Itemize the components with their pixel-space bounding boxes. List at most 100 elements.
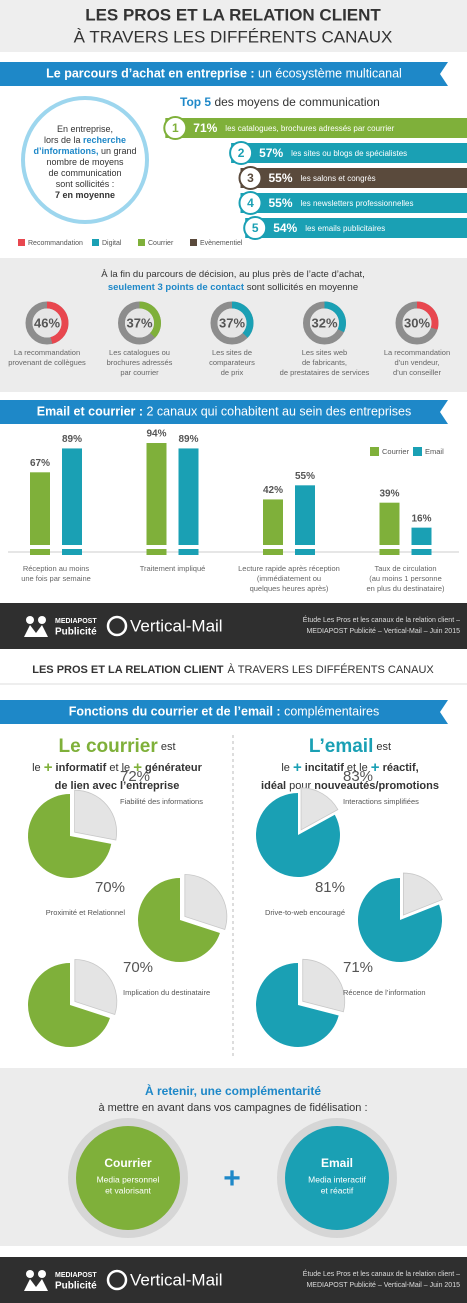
legend-swatch (18, 239, 25, 246)
banner-text: Le parcours d’achat en entreprise : un é… (46, 67, 402, 81)
title: LES PROS ET LA RELATION CLIENT (85, 5, 381, 24)
pie-slice (28, 794, 112, 878)
text-segment: En entreprise, (57, 124, 113, 134)
text-segment: Email et courrier : (37, 405, 143, 419)
text-segment: + (133, 759, 142, 776)
footer-band (0, 603, 467, 649)
pie-rest (402, 872, 443, 916)
text-segment: complémentaires (281, 705, 380, 719)
value-label: 16% (411, 513, 431, 524)
intro-text: seulement 3 points de contact sont solli… (108, 282, 358, 293)
x-tick-label: en plus du destinataire) (367, 584, 445, 593)
pie-caption: Fiabilité des informations (120, 797, 203, 806)
legend-swatch (138, 239, 145, 246)
text-segment: des moyens de communication (211, 95, 380, 109)
text-segment: réactif, (380, 762, 419, 774)
donut-arc (46, 301, 69, 344)
text-segment: LES PROS ET LA RELATION CLIENT (32, 664, 224, 676)
item-label: les catalogues, brochures adressés par c… (225, 124, 394, 133)
text-segment: un grand (98, 146, 136, 156)
text-segment: + (44, 759, 53, 776)
circle-text: lors de la recherche (44, 135, 126, 145)
value-label: 39% (379, 488, 399, 499)
value-label: 89% (178, 434, 198, 445)
text-segment: et le (106, 762, 133, 774)
brand-sub: Publicité (55, 1281, 97, 1292)
donut-center (310, 308, 339, 338)
logo-icon (38, 616, 46, 624)
text-segment: d’informations, (33, 146, 98, 156)
bubble-title: Email (321, 1156, 353, 1170)
donut-caption: de prestataires de services (280, 368, 370, 377)
rank-badge (229, 141, 254, 165)
bar (62, 448, 82, 545)
donut-caption: Les sites web (302, 348, 347, 357)
top5-bar (240, 168, 467, 188)
top5-bar (245, 218, 467, 238)
legend-label: Courrier (382, 447, 410, 456)
pie-caption: Proximité et Relationnel (46, 908, 126, 917)
text-segment: le (32, 762, 44, 774)
text-segment: Le parcours d’achat en entreprise : (46, 67, 254, 81)
bar-foot (411, 549, 432, 555)
value-label: 71% (193, 121, 217, 135)
column-header: le + informatif et le + générateur (32, 759, 202, 776)
pie-slice (357, 878, 442, 963)
retenir-title: À retenir, une complémentarité (145, 1083, 321, 1098)
bubble-text: Media interactif (308, 1174, 366, 1184)
value-label: 55% (269, 196, 293, 210)
donut-arc (231, 301, 254, 338)
donut-arc (324, 301, 346, 333)
logo-icon (106, 1269, 128, 1291)
pie-caption: Interactions simplifiées (343, 797, 419, 806)
pie-caption: Drive-to-web encouragé (265, 908, 345, 917)
bar-foot (62, 549, 82, 555)
pie-caption: Implication du destinataire (123, 988, 210, 997)
source-text: Étude Les Pros et les canaux de la relat… (303, 615, 460, 624)
retenir-text: à mettre en avant dans vos campagnes de … (98, 1102, 367, 1114)
donut-caption: brochures adressés (107, 358, 173, 367)
item-label: les newsletters professionnelles (301, 199, 414, 208)
top5-title: Top 5 des moyens de communication (180, 95, 380, 109)
value-label: 71% (343, 959, 373, 976)
logo-icon (38, 1270, 46, 1278)
logo-icon (24, 1279, 48, 1291)
x-tick-label: (au moins 1 personne (369, 574, 442, 583)
circle-text: 7 en moyenne (55, 190, 115, 200)
donut-caption: Les sites de (212, 348, 252, 357)
text-segment: À TRAVERS LES DIFFÉRENTS CANAUX (228, 663, 435, 676)
rank: 2 (238, 146, 245, 160)
legend-label: Digital (102, 240, 122, 247)
pie-rest (74, 789, 117, 841)
donut-caption: de prix (221, 368, 244, 377)
intro-text: À la fin du parcours de décision, au plu… (101, 269, 365, 280)
text-segment: sont sollicités : (56, 179, 115, 189)
info-circle (21, 96, 149, 224)
pie-slice (138, 878, 220, 962)
x-tick-label: (immédiatement ou (257, 574, 321, 583)
bar-foot (146, 549, 167, 555)
bar (30, 472, 50, 545)
legend-label: Evènementiel (200, 240, 243, 247)
bubble-text: et réactif (321, 1185, 354, 1195)
pie-rest (302, 958, 346, 1013)
bubble-text: Media personnel (97, 1174, 160, 1184)
bar (295, 485, 315, 545)
text-segment: seulement 3 points de contact (108, 282, 245, 293)
text-segment: À la fin du parcours de décision, au plu… (101, 269, 365, 280)
donut-center (402, 308, 432, 338)
top5-bar (165, 118, 467, 138)
bar-foot (295, 549, 315, 555)
plus-sign: + (223, 1162, 241, 1195)
text-segment: sont sollicités en moyenne (244, 282, 358, 293)
column-header: Le courrier est (59, 736, 176, 757)
legend-label: Email (425, 447, 444, 456)
pie-rest (300, 787, 339, 831)
x-tick-label: Réception au moins (23, 564, 90, 573)
rank: 5 (252, 221, 259, 235)
donut-caption: Les catalogues ou (109, 348, 170, 357)
donut-center (125, 308, 154, 338)
text-segment: générateur (142, 762, 203, 774)
bubble (76, 1126, 180, 1230)
legend-swatch (92, 239, 99, 246)
